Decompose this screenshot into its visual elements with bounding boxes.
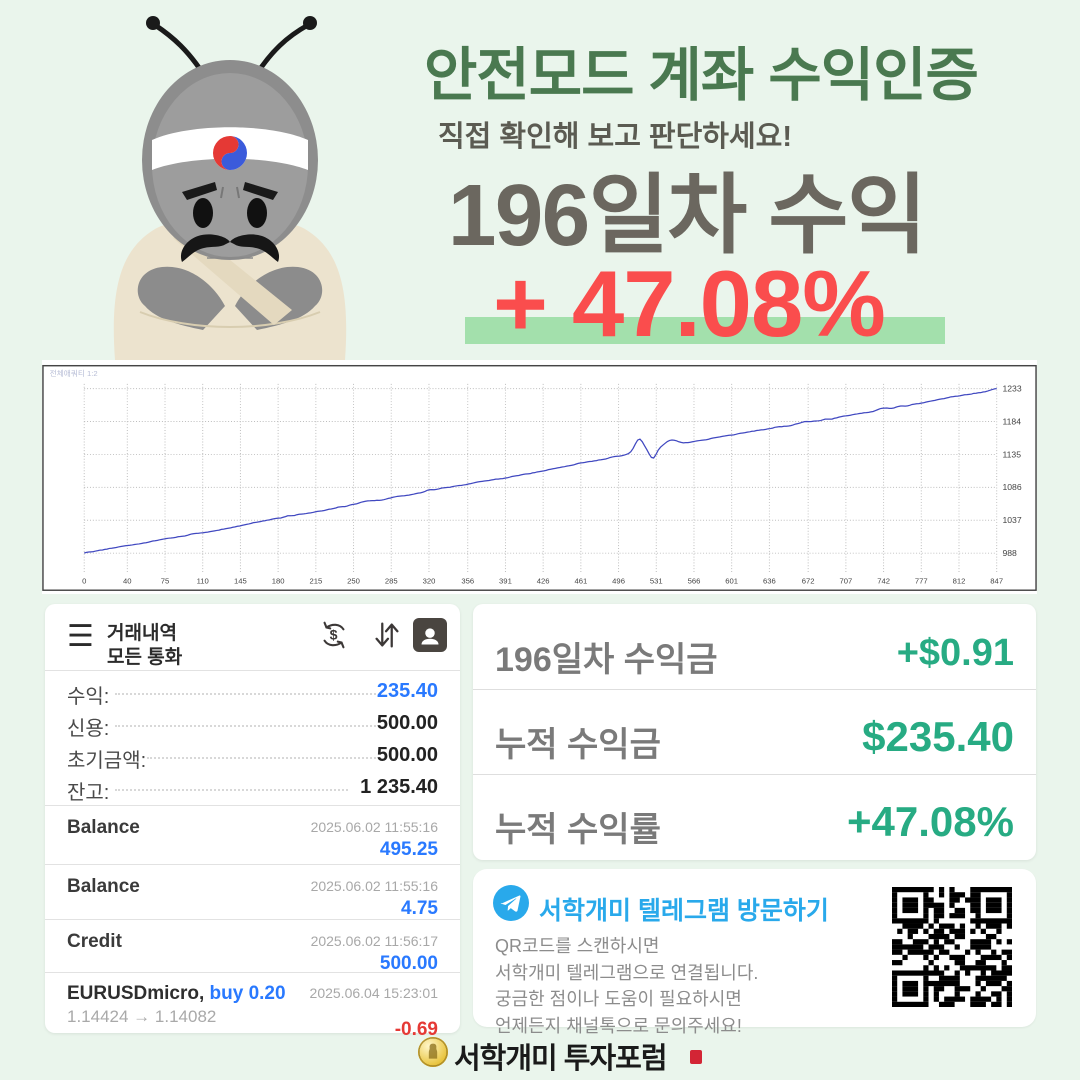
svg-text:$: $ xyxy=(330,628,338,644)
svg-text:110: 110 xyxy=(197,577,209,586)
svg-text:847: 847 xyxy=(990,577,1003,586)
svg-text:461: 461 xyxy=(574,577,587,586)
svg-text:601: 601 xyxy=(725,577,738,586)
svg-text:707: 707 xyxy=(839,577,852,586)
svg-text:320: 320 xyxy=(423,577,436,586)
svg-text:75: 75 xyxy=(161,577,170,586)
svg-text:426: 426 xyxy=(537,577,550,586)
svg-text:531: 531 xyxy=(650,577,663,586)
svg-text:1086: 1086 xyxy=(1002,482,1021,492)
svg-text:742: 742 xyxy=(877,577,890,586)
svg-text:215: 215 xyxy=(309,577,322,586)
svg-text:180: 180 xyxy=(272,577,285,586)
svg-text:145: 145 xyxy=(234,577,247,586)
svg-text:636: 636 xyxy=(763,577,776,586)
svg-text:356: 356 xyxy=(461,577,474,586)
svg-text:250: 250 xyxy=(347,577,360,586)
svg-text:1135: 1135 xyxy=(1002,449,1021,459)
svg-text:1184: 1184 xyxy=(1002,416,1021,426)
svg-text:777: 777 xyxy=(915,577,928,586)
svg-text:285: 285 xyxy=(385,577,398,586)
svg-text:0: 0 xyxy=(82,577,86,586)
svg-text:812: 812 xyxy=(953,577,966,586)
svg-text:391: 391 xyxy=(499,577,512,586)
svg-text:1037: 1037 xyxy=(1002,515,1021,525)
svg-text:40: 40 xyxy=(123,577,132,586)
svg-text:988: 988 xyxy=(1002,548,1017,558)
svg-text:496: 496 xyxy=(612,577,625,586)
svg-text:전체애쿼티 1:2: 전체애쿼티 1:2 xyxy=(50,368,98,378)
svg-text:566: 566 xyxy=(688,577,701,586)
svg-text:672: 672 xyxy=(802,577,815,586)
svg-text:1233: 1233 xyxy=(1002,384,1021,394)
